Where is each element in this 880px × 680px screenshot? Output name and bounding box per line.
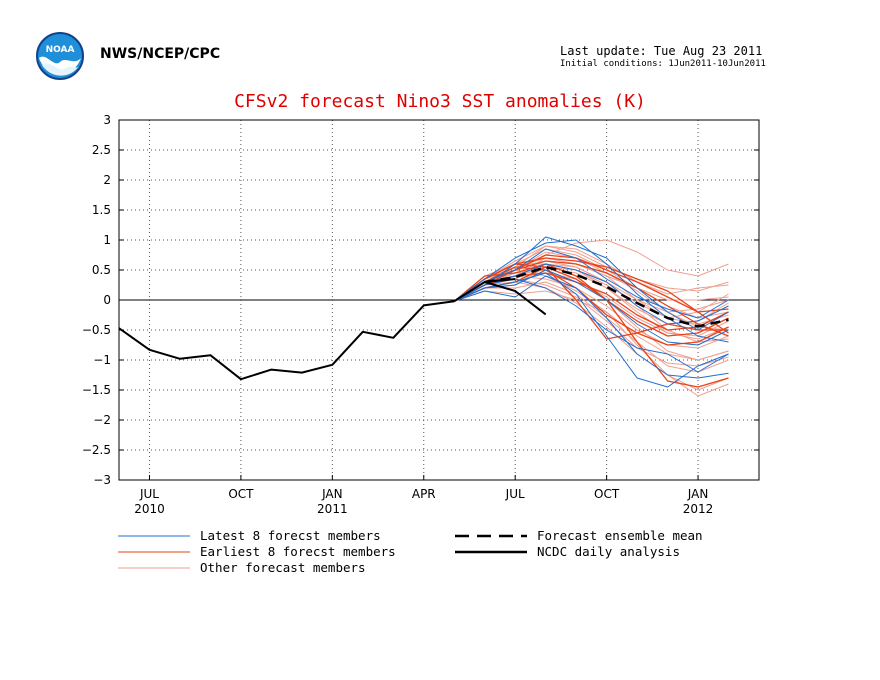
latest-member-line: [453, 278, 729, 373]
x-tick-year-label: 2012: [683, 502, 714, 516]
latest-member-line: [453, 239, 729, 343]
axis-layer: 32.521.510.50−0.5−1−1.5−2−2.5−3JUL2010OC…: [82, 113, 759, 516]
legend-label: Other forecast members: [200, 560, 366, 575]
y-tick-label: −2.5: [82, 443, 111, 457]
y-tick-label: 2.5: [92, 143, 111, 157]
initial-conditions-label: Initial conditions: 1Jun2011-10Jun2011: [560, 59, 766, 69]
noaa-logo: NOAA: [36, 32, 84, 80]
y-tick-label: −3: [93, 473, 111, 487]
legend-label: Latest 8 forecst members: [200, 528, 381, 543]
grid-layer: [119, 120, 759, 480]
main-lines-layer: [118, 265, 729, 381]
last-update-label: Last update: Tue Aug 23 2011: [560, 44, 763, 58]
y-tick-label: −2: [93, 413, 111, 427]
y-tick-label: 2: [103, 173, 111, 187]
y-tick-label: −1.5: [82, 383, 111, 397]
earliest-member-line: [453, 263, 729, 337]
ensemble-mean-line: [484, 265, 729, 328]
x-tick-label: JUL: [139, 487, 159, 501]
other-member-line: [454, 290, 729, 361]
x-tick-label: OCT: [228, 487, 254, 501]
x-tick-label: APR: [412, 487, 436, 501]
other-member-line: [454, 281, 729, 373]
chart-title: CFSv2 forecast Nino3 SST anomalies (K): [234, 91, 646, 112]
y-tick-label: 3: [103, 113, 111, 127]
y-tick-label: 0.5: [92, 263, 111, 277]
y-tick-label: −1: [93, 353, 111, 367]
legend-label: Forecast ensemble mean: [537, 528, 703, 543]
logo-lettering: NOAA: [46, 45, 75, 55]
legend-label: Earliest 8 forecst members: [200, 544, 396, 559]
y-tick-label: 1.5: [92, 203, 111, 217]
legend-label: NCDC daily analysis: [537, 544, 680, 559]
x-tick-label: JUL: [505, 487, 525, 501]
latest-member-line: [453, 248, 729, 319]
y-tick-label: 1: [103, 233, 111, 247]
observed-analysis-line: [118, 278, 516, 381]
y-tick-label: 0: [103, 293, 111, 307]
other-member-line: [453, 281, 729, 397]
ncdc-daily-line: [484, 281, 547, 316]
x-tick-year-label: 2010: [134, 502, 165, 516]
x-tick-label: JAN: [687, 487, 709, 501]
latest-member-line: [454, 275, 729, 379]
x-tick-year-label: 2011: [317, 502, 348, 516]
other-member-line: [453, 260, 729, 313]
x-tick-label: JAN: [321, 487, 343, 501]
y-tick-label: −0.5: [82, 323, 111, 337]
x-tick-label: OCT: [594, 487, 620, 501]
agency-label: NWS/NCEP/CPC: [100, 46, 221, 62]
forecast-members-layer: [453, 236, 729, 397]
